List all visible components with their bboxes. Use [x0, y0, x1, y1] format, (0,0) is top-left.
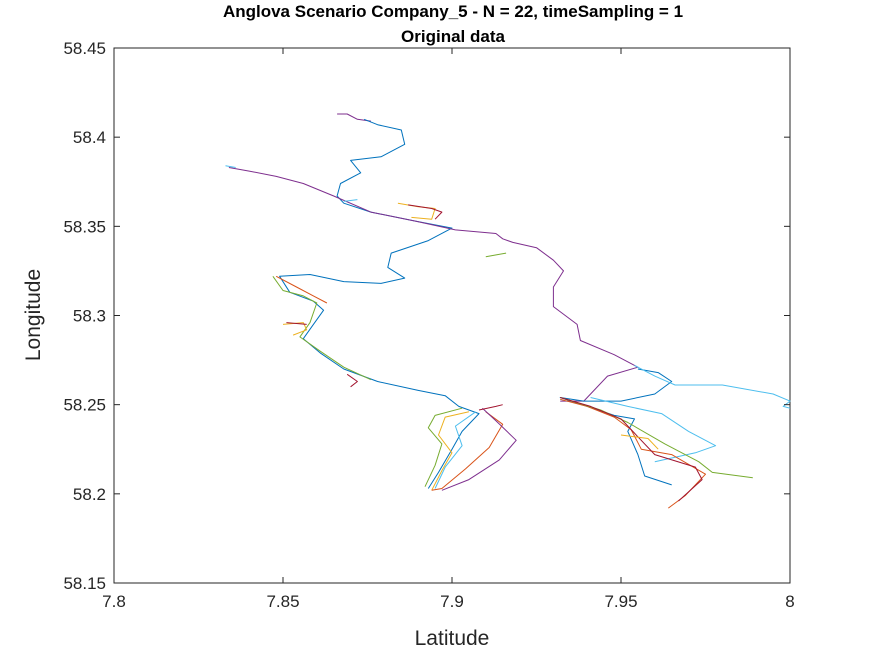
y-tick-label: 58.2 [73, 485, 106, 504]
series-line-12 [286, 322, 307, 325]
series-line-15 [431, 411, 470, 491]
series-line-19 [478, 404, 503, 411]
y-tick-label: 58.15 [63, 574, 106, 593]
y-tick-label: 58.3 [73, 307, 106, 326]
series-line-13 [346, 373, 358, 388]
series-line-24 [560, 397, 753, 479]
y-tick-label: 58.35 [63, 217, 106, 236]
y-tick-label: 58.4 [73, 128, 106, 147]
x-tick-label: 7.95 [604, 592, 637, 611]
series-layer [225, 113, 791, 509]
series-line-8 [343, 199, 358, 202]
x-tick-label: 7.9 [440, 592, 464, 611]
series-line-16 [434, 411, 476, 489]
series-line-25 [560, 397, 703, 502]
series-line-22 [590, 397, 717, 463]
x-axis-label: Latitude [415, 627, 490, 650]
chart-subtitle: Original data [401, 27, 505, 46]
series-line-4 [225, 165, 236, 168]
series-line-6 [408, 204, 443, 220]
series-line-3 [228, 167, 639, 402]
y-tick-label: 58.45 [63, 39, 106, 58]
y-tick-label: 58.25 [63, 396, 106, 415]
x-tick-label: 8 [785, 592, 794, 611]
tick-layer: 7.8 7.85 7.9 7.95 8 58.15 58.2 58.25 58.3 58.35 58… [63, 39, 794, 611]
x-tick-label: 7.85 [266, 592, 299, 611]
series-line-10 [275, 275, 328, 304]
series-line-1 [337, 113, 371, 122]
series-line-7 [485, 252, 507, 258]
chart-title: Anglova Scenario Company_5 - N = 22, tim… [223, 2, 683, 21]
x-tick-label: 7.8 [102, 592, 126, 611]
series-line-26 [620, 434, 659, 450]
series-line-2 [279, 118, 480, 489]
plot-area [113, 47, 791, 584]
series-line-14 [424, 407, 463, 487]
series-line-9 [272, 276, 372, 381]
y-axis-label: Longitude [22, 269, 45, 361]
series-line-18 [441, 407, 517, 491]
series-line-21 [634, 364, 791, 409]
series-line-17 [431, 411, 504, 491]
